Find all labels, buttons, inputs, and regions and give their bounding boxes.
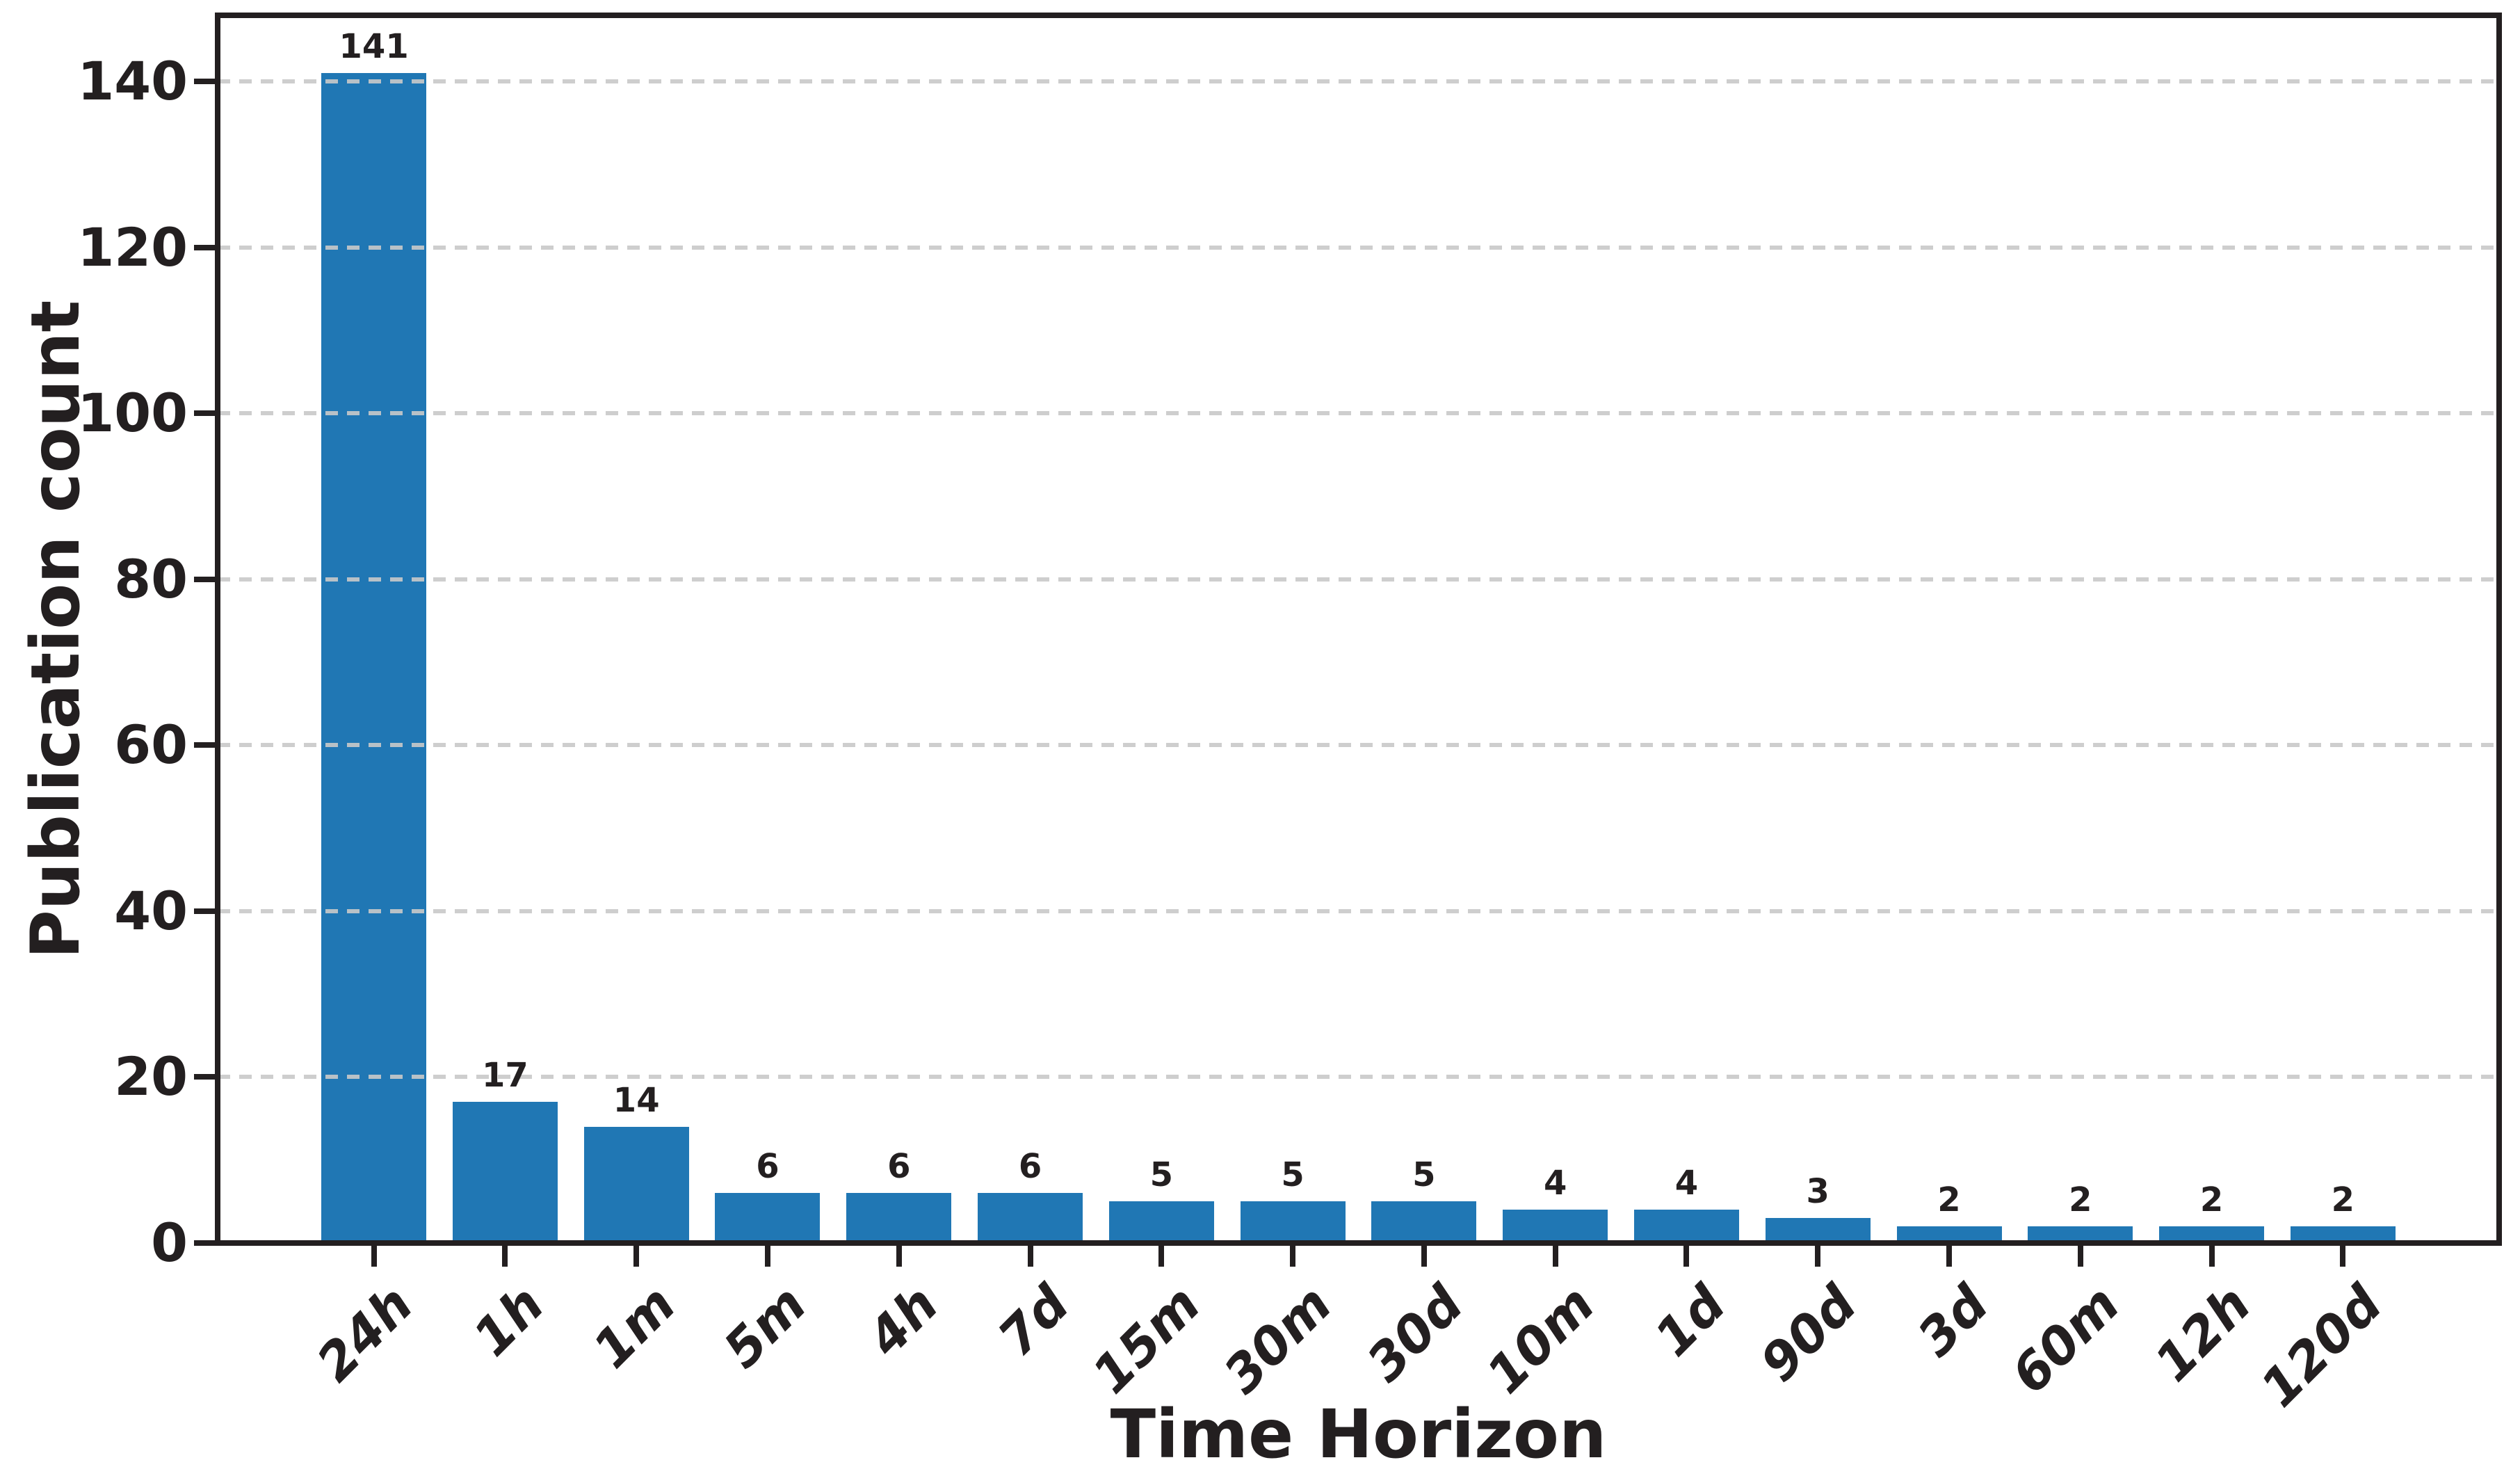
bar-value-label: 14 <box>613 1081 660 1121</box>
gridline <box>218 411 2499 416</box>
x-tick-label: 90d <box>1749 1274 1868 1393</box>
x-axis-tick <box>1421 1246 1427 1267</box>
bar-value-label: 2 <box>2199 1180 2224 1220</box>
bar <box>1896 1226 2002 1243</box>
bar <box>1633 1210 1739 1243</box>
x-tick-label: 15m <box>1081 1274 1213 1406</box>
bar-value-label: 141 <box>339 27 409 67</box>
x-tick-label: 24h <box>305 1274 425 1393</box>
bar-value-label: 2 <box>2331 1180 2355 1220</box>
bar <box>452 1102 558 1243</box>
x-tick-label: 7d <box>987 1274 1081 1368</box>
x-tick-label: 5m <box>712 1274 818 1380</box>
x-axis-tick <box>1158 1246 1165 1267</box>
bar <box>1108 1201 1214 1243</box>
y-axis-tick <box>194 1074 215 1080</box>
y-axis-tick <box>194 742 215 748</box>
x-axis-tick <box>2077 1246 2083 1267</box>
bar-value-label: 5 <box>1412 1155 1436 1195</box>
gridline <box>218 577 2499 582</box>
x-axis-tick <box>2208 1246 2215 1267</box>
x-axis-tick <box>896 1246 902 1267</box>
gridline <box>218 908 2499 913</box>
bar-value-label: 5 <box>1281 1155 1305 1195</box>
bar-value-label: 17 <box>482 1056 528 1096</box>
x-axis-tick <box>1946 1246 1952 1267</box>
x-axis-tick <box>1552 1246 1558 1267</box>
y-tick-label: 100 <box>77 382 188 444</box>
y-axis-tick <box>194 576 215 582</box>
bar <box>846 1193 952 1243</box>
y-tick-label: 140 <box>77 50 188 113</box>
y-tick-label: 40 <box>114 879 188 942</box>
bar <box>2290 1226 2396 1243</box>
bar-value-label: 2 <box>2069 1180 2092 1220</box>
y-tick-label: 60 <box>114 714 188 776</box>
x-axis-tick <box>1683 1246 1690 1267</box>
gridline <box>218 743 2499 748</box>
x-tick-label: 120d <box>2249 1274 2394 1419</box>
x-tick-label: 4h <box>855 1274 950 1368</box>
x-axis-tick <box>764 1246 770 1267</box>
x-axis-tick <box>502 1246 508 1267</box>
y-axis-title: Publication count <box>17 300 95 959</box>
bar-value-label: 6 <box>756 1147 780 1187</box>
x-axis-tick <box>1290 1246 1296 1267</box>
bar <box>2159 1226 2265 1243</box>
bar <box>978 1193 1083 1243</box>
y-tick-label: 120 <box>77 216 188 278</box>
x-axis-title: Time Horizon <box>1110 1395 1607 1473</box>
y-axis-tick <box>194 908 215 914</box>
x-tick-label: 30d <box>1355 1274 1475 1393</box>
bar <box>321 73 427 1243</box>
bar-value-label: 3 <box>1806 1172 1830 1212</box>
bar <box>2028 1226 2133 1243</box>
x-tick-label: 1h <box>462 1274 556 1368</box>
bar-value-label: 4 <box>1543 1164 1567 1203</box>
gridline <box>218 79 2499 84</box>
x-tick-label: 60m <box>2000 1274 2131 1406</box>
y-axis-tick <box>194 1240 215 1246</box>
y-tick-label: 0 <box>151 1212 188 1274</box>
y-tick-label: 20 <box>114 1045 188 1108</box>
y-axis-tick <box>194 410 215 417</box>
bar-value-label: 6 <box>1018 1147 1042 1187</box>
x-tick-label: 1d <box>1643 1274 1738 1368</box>
x-tick-label: 1m <box>581 1274 687 1380</box>
bar-value-label: 4 <box>1674 1164 1699 1203</box>
bar <box>583 1127 689 1243</box>
bar <box>1765 1218 1871 1243</box>
x-tick-label: 30m <box>1212 1274 1343 1406</box>
bar-value-label: 2 <box>1937 1180 1961 1220</box>
x-axis-tick <box>633 1246 640 1267</box>
gridline <box>218 245 2499 250</box>
y-tick-label: 80 <box>114 547 188 610</box>
bar <box>715 1193 821 1243</box>
y-axis-tick <box>194 79 215 85</box>
x-axis-tick <box>1027 1246 1033 1267</box>
x-tick-label: 12h <box>2143 1274 2263 1393</box>
x-axis-tick <box>2340 1246 2346 1267</box>
bar <box>1371 1201 1477 1243</box>
x-axis-tick <box>1815 1246 1821 1267</box>
x-tick-label: 3d <box>1906 1274 2000 1368</box>
bar-value-label: 6 <box>887 1147 911 1187</box>
bar <box>1503 1210 1608 1243</box>
x-axis-tick <box>371 1246 377 1267</box>
y-axis-tick <box>194 244 215 250</box>
x-tick-label: 10m <box>1475 1274 1606 1406</box>
bar <box>1240 1201 1346 1243</box>
bar-value-label: 5 <box>1149 1155 1174 1195</box>
